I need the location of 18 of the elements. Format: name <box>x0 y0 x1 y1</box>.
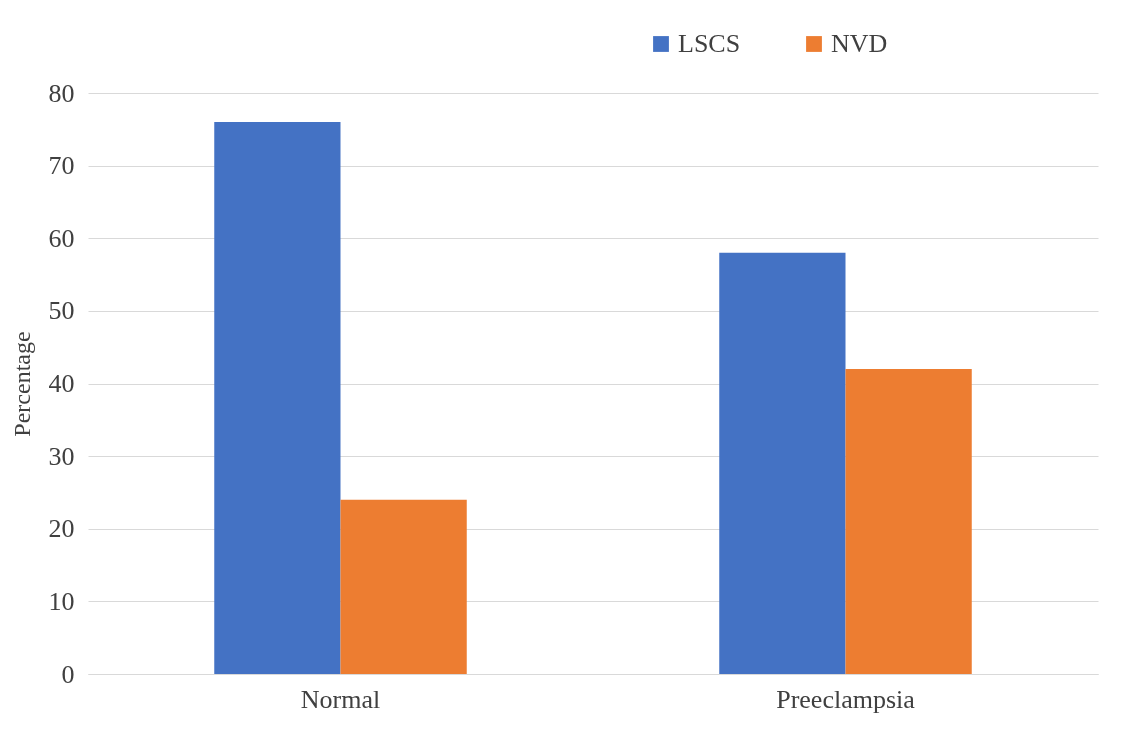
bar <box>214 122 341 674</box>
y-tick-label: 60 <box>48 223 75 253</box>
bar <box>845 368 972 674</box>
y-tick-label: 30 <box>48 441 75 471</box>
y-tick-label: 20 <box>48 514 75 544</box>
y-tick-label: 40 <box>48 369 75 398</box>
y-axis-title: Percentage <box>8 331 35 437</box>
y-tick-label: 80 <box>48 78 75 108</box>
legend-label: NVD <box>831 29 888 58</box>
y-tick-label: 0 <box>61 659 75 689</box>
bar <box>719 252 846 674</box>
y-tick-label: 70 <box>48 151 75 181</box>
bar <box>340 499 467 674</box>
y-tick-label: 50 <box>48 296 75 326</box>
legend-label: LSCS <box>678 29 741 58</box>
x-tick-label: Normal <box>300 684 381 714</box>
x-tick-label: Preeclampsia <box>776 684 916 714</box>
y-tick-label: 10 <box>48 586 75 616</box>
